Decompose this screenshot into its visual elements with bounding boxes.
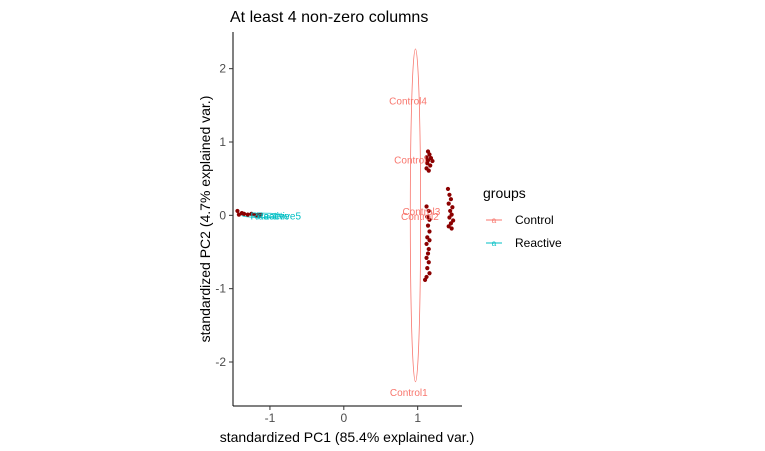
data-points: [235, 149, 456, 282]
point-label: Reactive: [250, 211, 289, 222]
data-point: [425, 161, 430, 166]
data-point: [445, 186, 451, 192]
data-point: [450, 205, 455, 210]
data-point: [425, 214, 430, 219]
legend-key-glyph: a: [492, 239, 497, 248]
legend-label: Control: [515, 213, 554, 227]
data-point: [424, 204, 429, 209]
data-point: [451, 218, 456, 223]
y-tick-label: -1: [215, 282, 226, 296]
y-tick-label: -2: [215, 355, 226, 369]
x-axis-ticks: -1 0 1: [265, 406, 421, 425]
data-point: [447, 215, 452, 220]
data-point: [449, 212, 454, 217]
x-axis-label: standardized PC1 (85.4% explained var.): [220, 429, 474, 445]
data-point: [427, 217, 432, 222]
point-label: Control: [394, 156, 426, 167]
point-label: Control2: [401, 212, 439, 223]
data-point: [425, 235, 430, 240]
legend-entry-control: a Control: [486, 213, 554, 227]
y-tick-label: 2: [219, 62, 226, 76]
data-point: [426, 168, 431, 173]
chart-title: At least 4 non-zero columns: [230, 9, 428, 26]
data-point: [448, 208, 453, 214]
y-tick-label: 1: [219, 135, 226, 149]
data-point: [422, 277, 428, 282]
data-point: [448, 197, 454, 202]
data-point: [424, 241, 429, 247]
legend-entries: a Control a Reactive: [486, 213, 562, 250]
data-point: [258, 212, 264, 217]
y-axis-ticks: -2 -1 0 1 2: [215, 62, 233, 369]
data-point: [449, 226, 454, 231]
data-point: [427, 152, 432, 157]
ellipse-control: [409, 48, 422, 383]
data-point: [430, 158, 435, 164]
legend-key-glyph: a: [492, 216, 497, 225]
data-point: [447, 192, 452, 197]
data-point: [425, 223, 431, 228]
data-point: [446, 201, 451, 206]
y-axis-label: standardized PC2 (4.7% explained var.): [197, 96, 213, 343]
point-label: Reactive5: [257, 211, 302, 222]
data-point: [428, 163, 433, 168]
data-point: [448, 221, 454, 226]
x-tick-label: -1: [265, 411, 276, 425]
x-tick-label: 0: [340, 411, 347, 425]
point-label: Control1: [390, 388, 428, 399]
legend-title: groups: [483, 185, 526, 201]
data-point: [426, 246, 431, 252]
legend: groups a Control a Reactive: [483, 185, 562, 250]
legend-entry-reactive: a Reactive: [486, 236, 562, 250]
data-point: [425, 266, 430, 271]
data-point: [424, 255, 429, 260]
x-tick-label: 1: [414, 411, 421, 425]
data-point: [241, 211, 247, 216]
data-point: [426, 208, 431, 214]
y-tick-label: 0: [219, 208, 226, 222]
point-label: Control4: [389, 96, 427, 107]
data-point: [426, 260, 431, 265]
data-point: [245, 212, 250, 217]
data-point: [427, 271, 432, 276]
data-point: [235, 208, 240, 214]
data-point: [427, 229, 432, 234]
point-label: Control3: [402, 207, 440, 218]
data-point: [425, 251, 431, 256]
data-point: [427, 238, 432, 243]
data-point: [446, 224, 451, 229]
legend-label: Reactive: [515, 236, 562, 250]
